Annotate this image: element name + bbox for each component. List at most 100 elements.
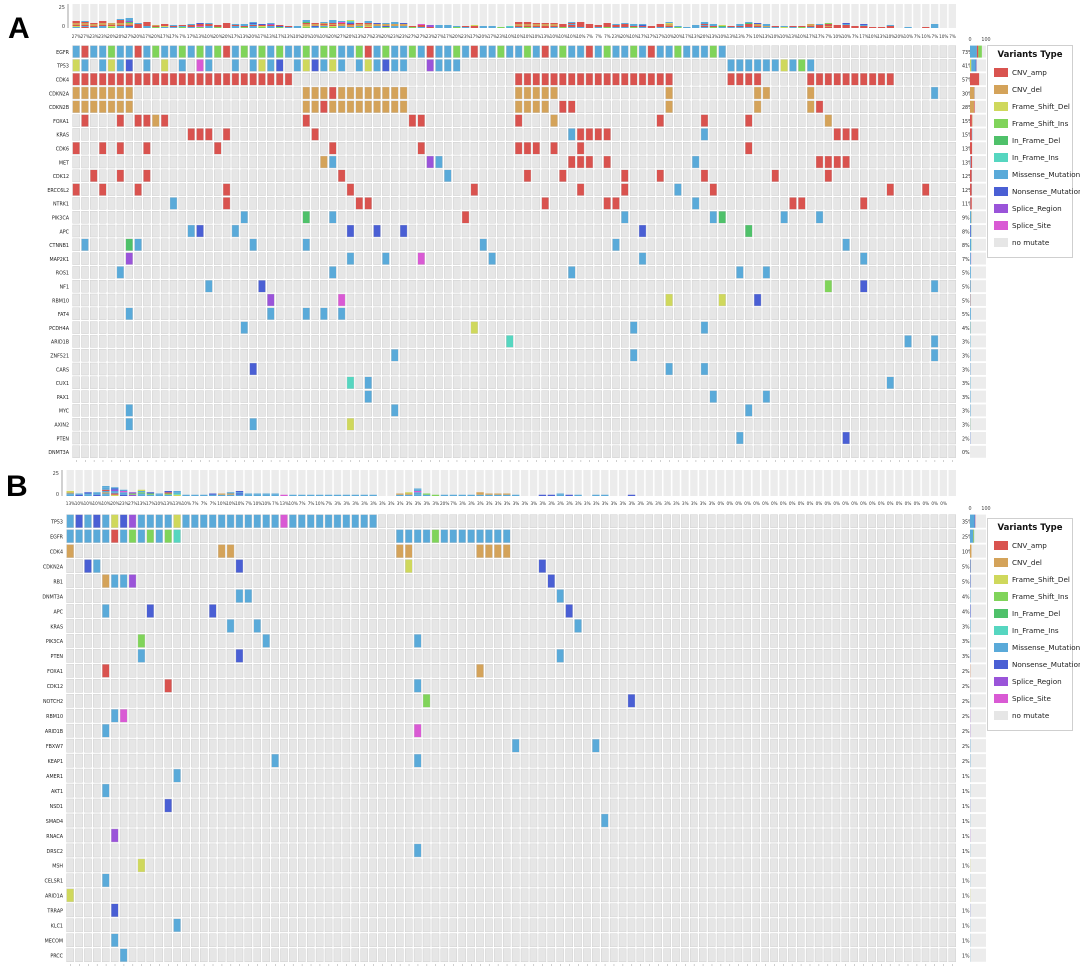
empty-cell [583,559,591,573]
mutation-cell [647,45,656,58]
empty-cell [355,128,364,141]
column-percent-label: 10% [532,34,541,39]
mutation-cell [594,45,603,58]
mutation-cell [833,72,841,86]
empty-cell [583,544,591,558]
mutation-cell [222,72,231,86]
mutation-cell [806,59,815,72]
empty-cell [725,574,734,588]
column-percent-label: 20% [346,34,355,39]
column-percent-label: 13% [691,34,700,39]
empty-cell [479,114,487,127]
empty-cell [779,529,787,543]
column-percent-label: 27% [435,34,444,39]
empty-cell [654,589,662,603]
empty-cell [298,589,306,603]
top-axis-tick: 0 [56,492,59,498]
sample-bar-segment [718,25,726,26]
empty-cell [514,59,523,72]
gene-bar-segment [970,544,972,558]
empty-cell [244,529,253,543]
empty-cell [511,574,520,588]
empty-cell [134,59,142,72]
empty-cell [718,59,726,72]
column-percent-label: 10% [289,501,298,506]
sample-bar-segment [568,23,576,24]
empty-cell [417,86,426,100]
empty-cell [470,100,479,114]
empty-cell [244,559,253,573]
empty-cell [743,604,752,618]
column-percent-label: 3% [682,501,689,506]
sample-bar-bg [716,470,725,496]
sample-bar-bg [355,4,364,28]
empty-cell [627,514,636,528]
sample-bar-segment [235,492,244,494]
mutation-cell [559,100,567,114]
sample-bar-segment [718,27,726,28]
sample-bar-segment [656,25,664,26]
empty-cell [868,114,877,127]
sample-bar-bg [559,4,567,28]
empty-cell [841,574,850,588]
sample-bar-bg [187,4,195,28]
column-percent-label: 10% [629,34,638,39]
sample-bar-bg [823,470,832,496]
sample-bar-segment [503,493,511,495]
mutation-cell [134,114,142,127]
sample-bar-bg [601,470,609,496]
mutation-cell [355,86,364,100]
empty-cell [538,514,547,528]
column-percent-label: 20% [116,34,125,39]
empty-cell [547,529,556,543]
mutation-cell [497,45,505,58]
empty-cell [762,45,771,58]
mutation-cell [275,72,284,86]
column-percent-label: 0% [905,501,912,506]
column-percent-label: 13% [736,34,745,39]
empty-cell [647,114,656,127]
column-percent-label: 0% [824,501,831,506]
empty-cell [665,114,673,127]
empty-cell [431,544,440,558]
empty-cell [868,100,877,114]
mutation-cell [745,114,753,127]
empty-cell [90,128,98,141]
mutation-cell [66,529,74,543]
empty-cell [333,559,342,573]
empty-cell [663,619,671,633]
column-percent-label: 13% [789,34,798,39]
empty-cell [497,59,505,72]
sample-bar-segment [399,23,408,24]
empty-cell [502,604,511,618]
empty-cell [187,86,195,100]
mutation-cell [302,45,310,58]
empty-cell [948,128,957,141]
mutation-cell [72,45,80,58]
mutation-cell [404,529,413,543]
empty-cell [743,589,752,603]
empty-cell [592,559,600,573]
sample-bar-bg [346,4,355,28]
mutation-cell [532,86,541,100]
gene-percent-label: 15% [962,119,973,125]
sample-bar-bg [311,4,319,28]
empty-cell [196,86,204,100]
sample-bar-segment [90,24,98,25]
empty-cell [387,559,395,573]
empty-cell [461,100,470,114]
empty-cell [877,529,885,543]
sample-bar-bg [284,4,293,28]
empty-cell [155,544,164,558]
sample-bar-segment [128,493,137,495]
column-percent-label: 10% [833,34,842,39]
column-percent-label: 0% [798,501,805,506]
sample-bar-bg [594,4,602,28]
empty-cell [369,529,377,543]
gene-bar-bg [970,544,986,558]
empty-cell [102,544,110,558]
empty-cell [683,59,691,72]
empty-cell [461,128,470,141]
column-percent-label: 3% [370,501,377,506]
mutation-cell [280,514,288,528]
